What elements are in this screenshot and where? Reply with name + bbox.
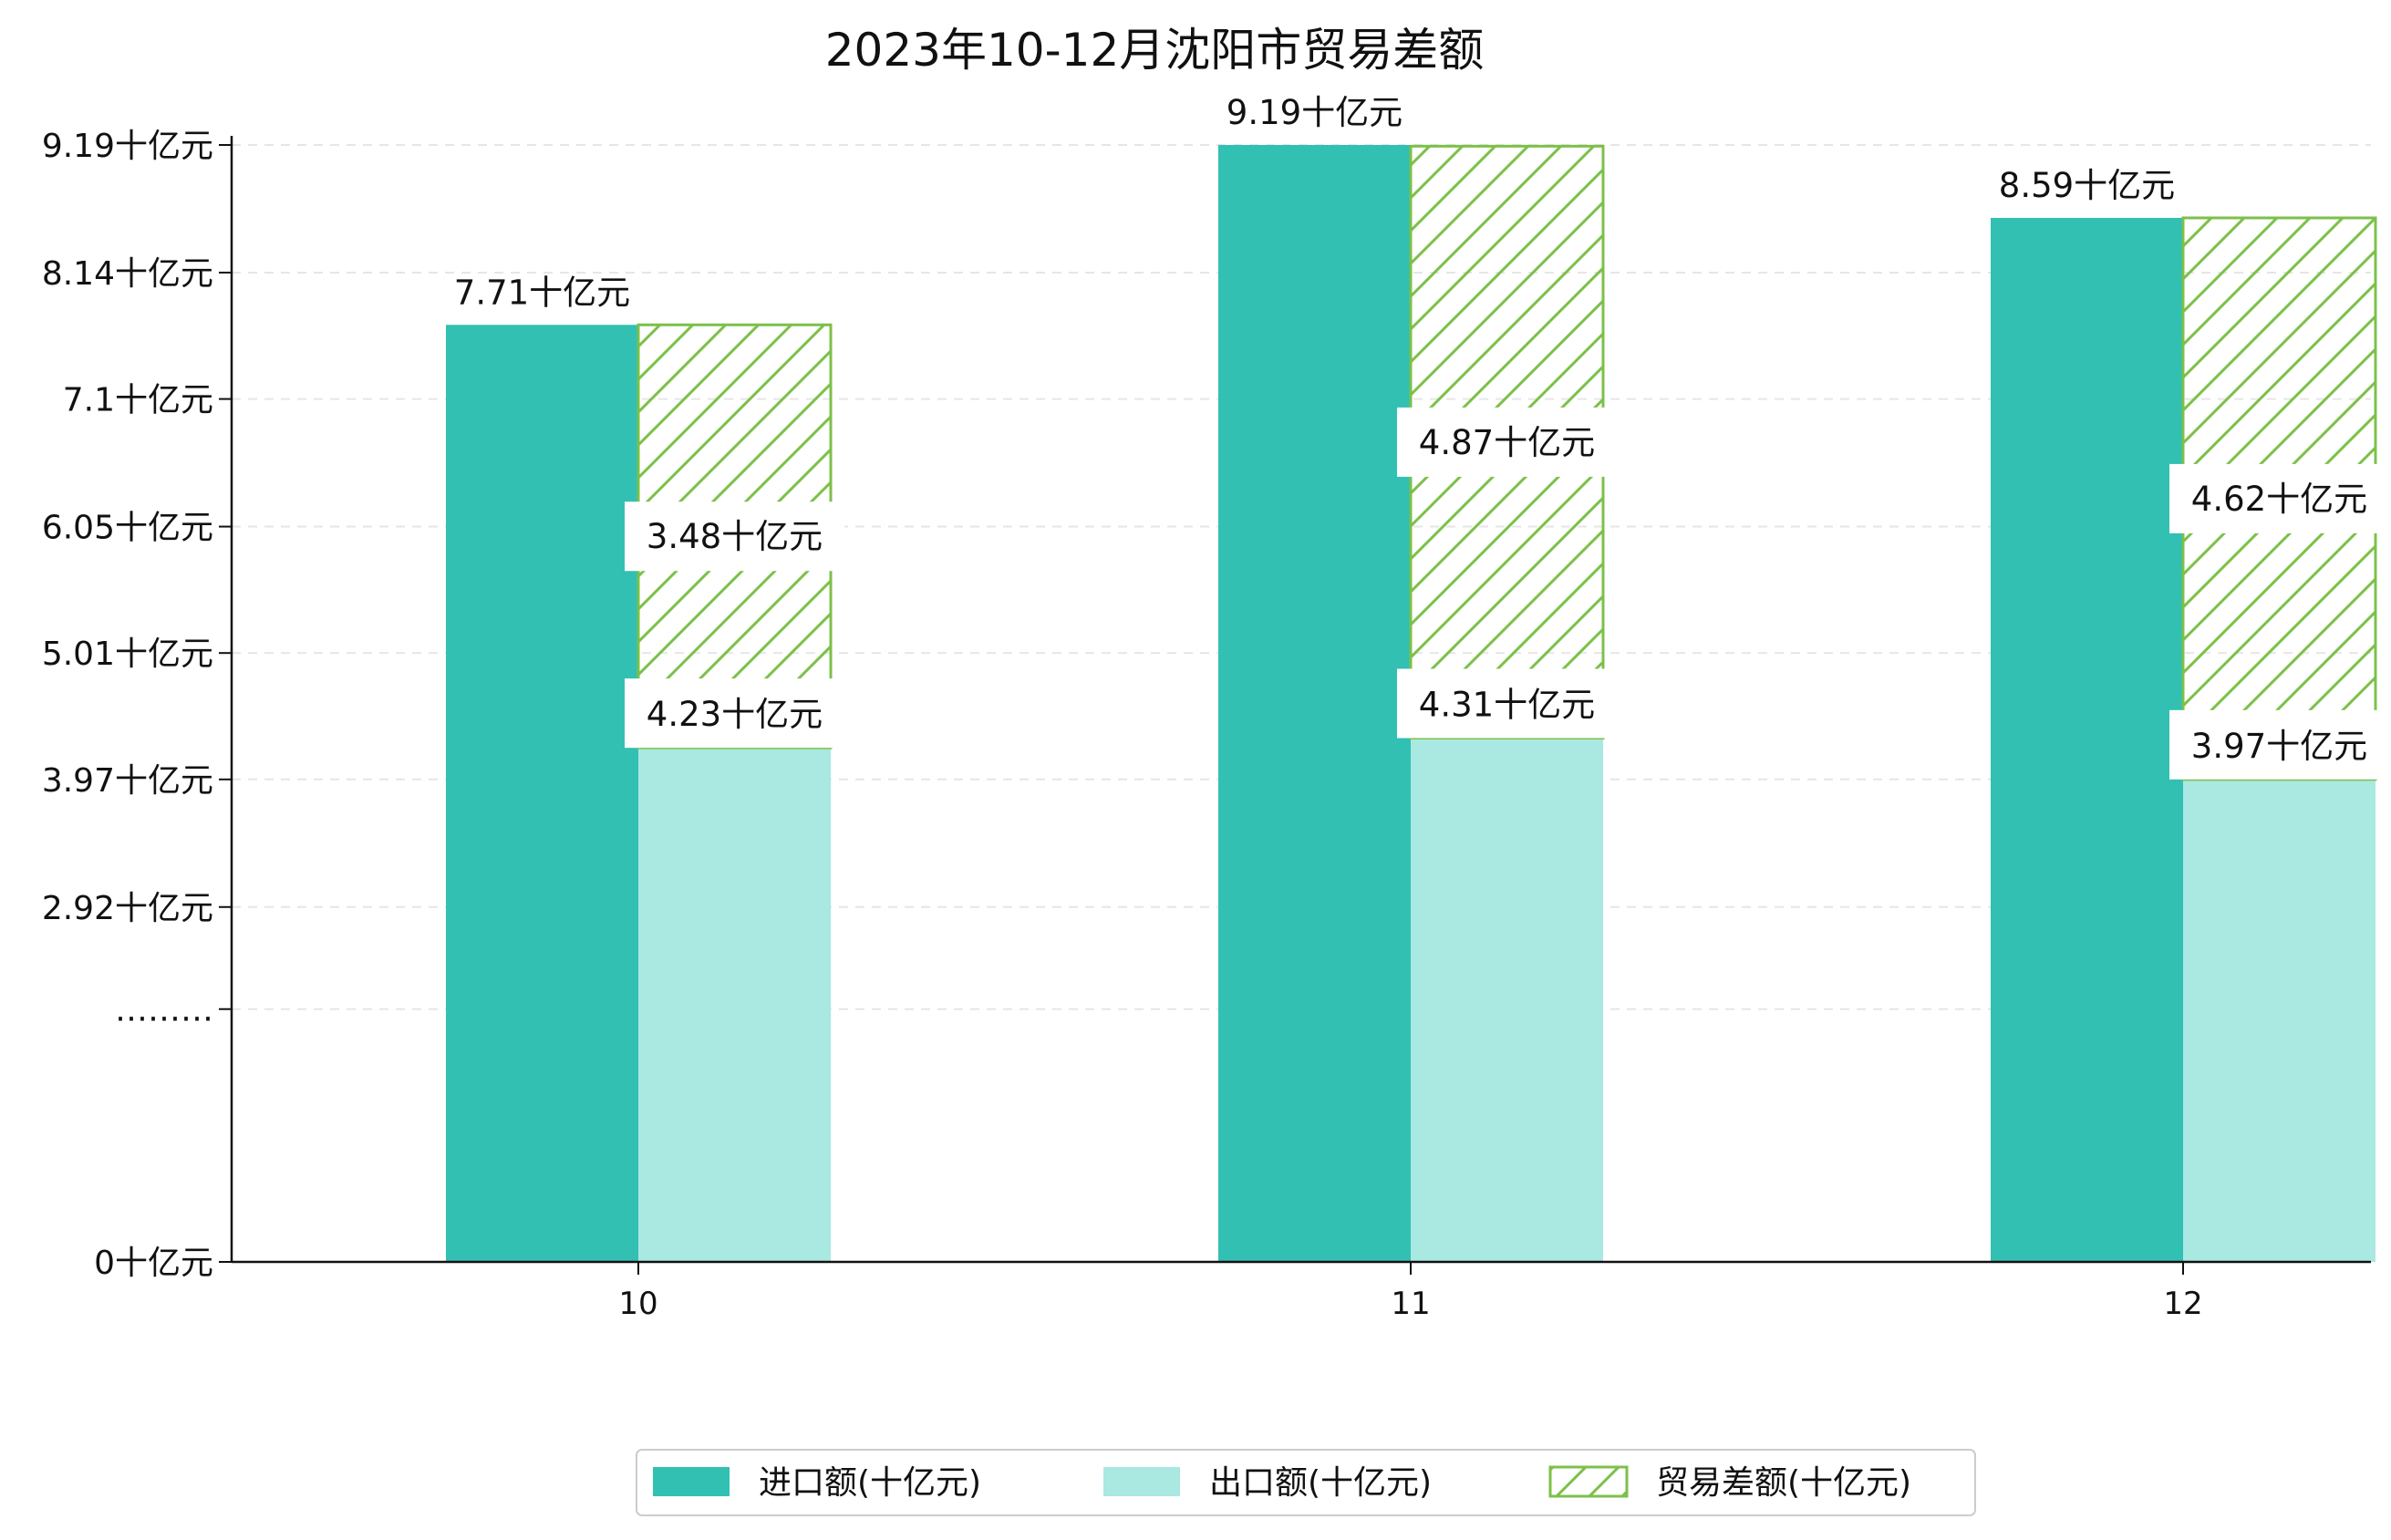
bar-export-10 (638, 748, 831, 1262)
label-import-11: 9.19十亿元 (1227, 93, 1403, 132)
legend-import-swatch (653, 1467, 730, 1496)
ytick-label-4: 5.01十亿元 (42, 636, 213, 673)
label-export-11: 4.31十亿元 (1419, 685, 1595, 724)
bar-import-10 (446, 325, 638, 1262)
bar-import-12 (1991, 217, 2183, 1262)
legend-balance-label: 贸易差额(十亿元) (1656, 1464, 1911, 1502)
bar-export-11 (1411, 738, 1603, 1262)
label-export-box-10 (625, 678, 844, 749)
label-import-12: 8.59十亿元 (1999, 166, 2175, 205)
ytick-label-0: 0十亿元 (94, 1245, 213, 1282)
label-export-box-11 (1397, 668, 1617, 739)
xtick-label-10: 10 (618, 1286, 657, 1322)
xtick-label-12: 12 (2163, 1286, 2202, 1322)
label-export-box-12 (2169, 709, 2389, 780)
legend-balance-swatch (1548, 1465, 1629, 1498)
label-export-10: 4.23十亿元 (647, 695, 823, 734)
chart-title: 2023年10-12月沈阳市贸易差额 (825, 24, 1485, 77)
legend-export-swatch (1103, 1467, 1180, 1496)
legend: 进口额(十亿元) 出口额(十亿元) 贸易差额(十亿元) (636, 1449, 1976, 1516)
axes: 0十亿元 ……… 2.92十亿元 3.97十亿元 5.01十亿元 6.05十亿元 7.1十亿… (42, 128, 2371, 1322)
label-export-12: 3.97十亿元 (2191, 727, 2367, 766)
label-balance-11: 4.87十亿元 (1419, 423, 1595, 462)
bar-import-11 (1218, 145, 1411, 1262)
legend-import-label: 进口额(十亿元) (759, 1464, 981, 1502)
ytick-label-8: 9.19十亿元 (42, 128, 213, 165)
legend-export-label: 出口额(十亿元) (1209, 1464, 1432, 1502)
label-balance-box-12 (2169, 463, 2389, 533)
label-import-10: 7.71十亿元 (454, 273, 630, 312)
label-balance-box-11 (1397, 407, 1617, 477)
ytick-label-2: 2.92十亿元 (42, 890, 213, 927)
ytick-label-1: ……… (115, 992, 213, 1029)
ytick-label-6: 7.1十亿元 (63, 382, 213, 419)
xtick-label-11: 11 (1391, 1286, 1430, 1322)
data-labels: 7.71十亿元 4.23十亿元 3.48十亿元 9.19十亿元 4.31十亿元 4.87十… (454, 93, 2389, 780)
ytick-label-3: 3.97十亿元 (42, 762, 213, 800)
ytick-label-7: 8.14十亿元 (42, 255, 213, 293)
label-balance-box-10 (625, 501, 844, 572)
label-balance-12: 4.62十亿元 (2191, 480, 2367, 519)
bar-export-12 (2183, 779, 2375, 1262)
ytick-label-5: 6.05十亿元 (42, 510, 213, 547)
legend-frame (636, 1449, 1976, 1516)
label-balance-10: 3.48十亿元 (647, 517, 823, 556)
